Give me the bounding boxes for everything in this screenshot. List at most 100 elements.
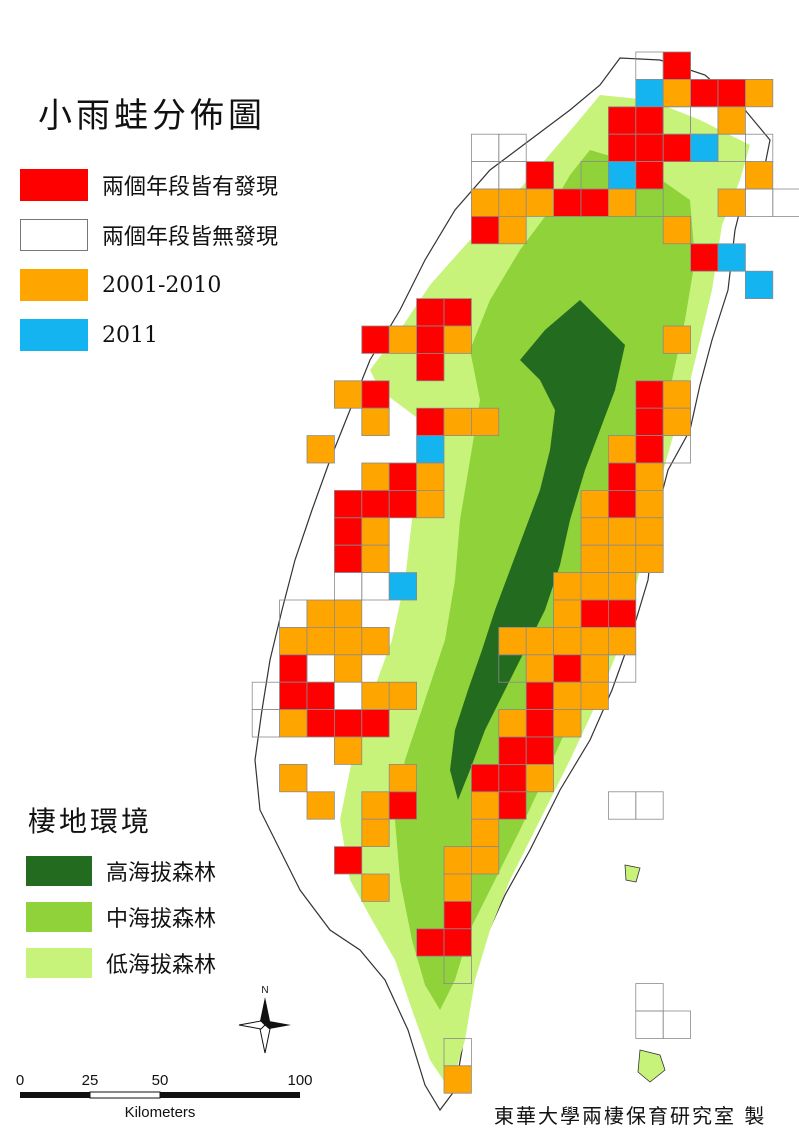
grid-cell bbox=[388, 462, 418, 491]
scale-bar: 0 25 50 100 Kilometers bbox=[16, 1072, 313, 1121]
grid-cell bbox=[443, 955, 472, 985]
grid-cell bbox=[525, 627, 555, 656]
grid-cell bbox=[608, 188, 637, 217]
grid-cell bbox=[580, 517, 609, 546]
grid-cell bbox=[470, 188, 500, 217]
grid-cell bbox=[608, 544, 637, 574]
island-small-2 bbox=[637, 1049, 666, 1083]
grid-cell bbox=[416, 435, 445, 464]
grid-cell bbox=[525, 709, 555, 738]
grid-cell bbox=[361, 489, 390, 519]
grid-cell bbox=[745, 161, 774, 190]
grid-cell bbox=[306, 681, 335, 711]
grid-cell bbox=[416, 352, 445, 382]
grid-cell bbox=[333, 489, 363, 519]
grid-cell bbox=[525, 654, 555, 683]
grid-cell bbox=[608, 161, 637, 190]
habitat-item-mid: 中海拔森林 bbox=[26, 894, 216, 940]
grid-cell bbox=[717, 188, 746, 217]
grid-cell bbox=[333, 544, 363, 574]
grid-cell bbox=[361, 544, 390, 574]
grid-cell bbox=[361, 791, 390, 820]
grid-cell bbox=[470, 407, 500, 437]
grid-cell bbox=[608, 572, 637, 601]
grid-cell bbox=[333, 599, 363, 628]
grid-cell bbox=[388, 764, 418, 793]
grid-cell bbox=[635, 983, 664, 1012]
grid-cell bbox=[416, 325, 445, 354]
grid-cell bbox=[525, 161, 555, 190]
grid-cell bbox=[635, 544, 664, 574]
grid-cell bbox=[443, 298, 472, 327]
grid-cell bbox=[416, 407, 445, 437]
occurrence-legend: 兩個年段皆有發現 兩個年段皆無發現 2001-2010 2011 bbox=[20, 160, 278, 360]
grid-cell bbox=[580, 489, 609, 519]
grid-cell bbox=[608, 517, 637, 546]
grid-cell bbox=[690, 79, 719, 108]
grid-cell bbox=[635, 435, 664, 464]
grid-cell bbox=[635, 517, 664, 546]
grid-cell bbox=[662, 380, 692, 409]
grid-cell bbox=[470, 764, 500, 793]
grid-cell bbox=[333, 627, 363, 656]
scale-tick-25: 25 bbox=[82, 1072, 99, 1089]
legend-label: 兩個年段皆無發現 bbox=[102, 225, 279, 250]
grid-cell bbox=[306, 599, 335, 628]
grid-cell bbox=[635, 79, 664, 108]
grid-cell bbox=[416, 928, 445, 957]
grid-cell bbox=[443, 873, 472, 902]
north-label: N bbox=[261, 985, 268, 996]
grid-cell bbox=[608, 627, 637, 656]
grid-cell bbox=[279, 681, 308, 711]
grid-cell bbox=[745, 79, 774, 108]
grid-cell bbox=[635, 106, 664, 135]
grid-cell bbox=[608, 791, 637, 820]
credit-text: 東華大學兩棲保育研究室 製 bbox=[494, 1104, 767, 1128]
habitat-label: 低海拔森林 bbox=[106, 953, 217, 978]
legend-item-2001-2010: 2001-2010 bbox=[20, 260, 278, 310]
grid-cell bbox=[717, 79, 746, 108]
scale-unit: Kilometers bbox=[125, 1104, 196, 1121]
grid-cell bbox=[279, 654, 308, 683]
grid-cell bbox=[388, 681, 418, 711]
grid-cell bbox=[361, 462, 390, 491]
grid-cell bbox=[333, 654, 363, 683]
grid-cell bbox=[662, 133, 692, 162]
grid-cell bbox=[306, 627, 335, 656]
grid-cell bbox=[388, 572, 418, 601]
grid-cell bbox=[608, 599, 637, 628]
legend-label: 2001-2010 bbox=[102, 272, 222, 298]
scale-tick-100: 100 bbox=[287, 1072, 312, 1089]
grid-cell bbox=[279, 709, 308, 738]
grid-cell bbox=[553, 599, 582, 628]
swatch-blue bbox=[20, 319, 88, 351]
grid-cell bbox=[745, 188, 774, 217]
grid-cell bbox=[525, 681, 555, 711]
grid-cell bbox=[690, 243, 719, 272]
grid-cell bbox=[662, 79, 692, 108]
grid-cell bbox=[580, 654, 609, 683]
grid-cell bbox=[635, 380, 664, 409]
habitat-item-high: 高海拔森林 bbox=[26, 848, 216, 894]
grid-cell bbox=[443, 901, 472, 930]
swatch-white bbox=[20, 219, 88, 251]
grid-cell bbox=[470, 846, 500, 875]
grid-cell bbox=[279, 627, 308, 656]
grid-cell bbox=[361, 709, 390, 738]
grid-cell bbox=[333, 736, 363, 765]
grid-cell bbox=[470, 215, 500, 245]
grid-cell bbox=[361, 517, 390, 546]
grid-cell bbox=[525, 736, 555, 765]
habitat-title: 棲地環境 bbox=[28, 805, 153, 838]
grid-cell bbox=[635, 791, 664, 820]
grid-cell bbox=[772, 188, 799, 217]
survey-grid bbox=[251, 51, 799, 1094]
island-small-1 bbox=[624, 864, 641, 883]
grid-cell bbox=[470, 818, 500, 848]
grid-cell bbox=[635, 1010, 664, 1039]
grid-cell bbox=[498, 627, 527, 656]
swatch-red bbox=[20, 169, 88, 201]
grid-cell bbox=[608, 106, 637, 135]
grid-cell bbox=[635, 462, 664, 491]
grid-cell bbox=[388, 489, 418, 519]
